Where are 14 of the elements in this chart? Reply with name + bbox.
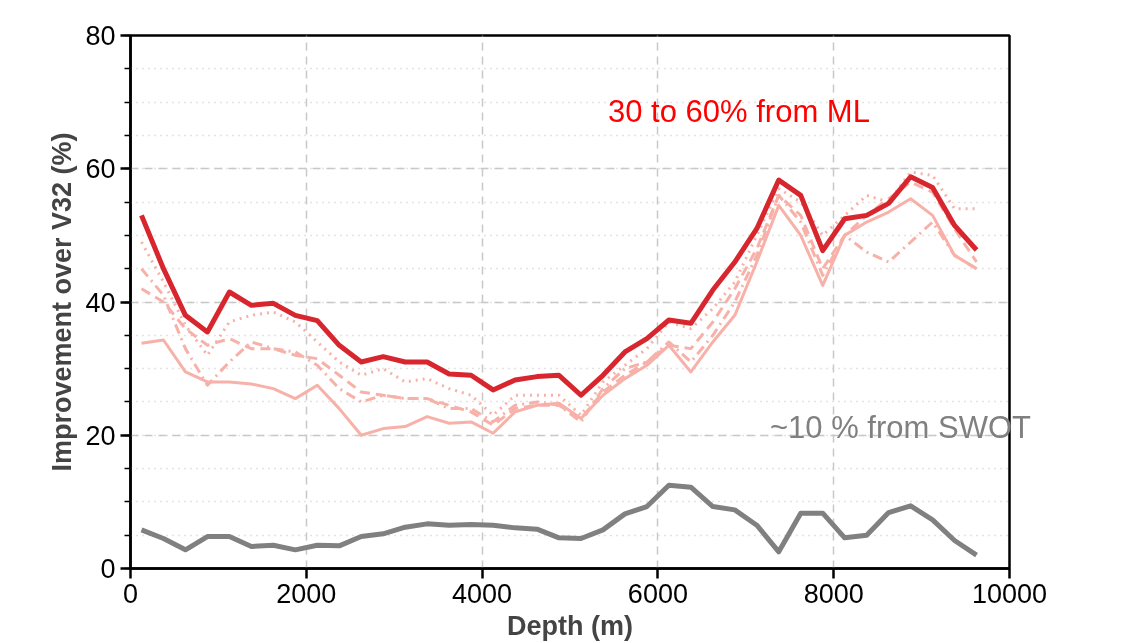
x-axis-title: Depth (m) xyxy=(507,610,633,641)
x-tick-label: 10000 xyxy=(971,578,1048,609)
x-tick-label: 8000 xyxy=(803,578,864,609)
y-tick-label: 80 xyxy=(85,21,116,51)
y-tick-label: 40 xyxy=(85,287,116,318)
x-tick-label: 0 xyxy=(122,578,139,609)
x-tick-label: 2000 xyxy=(276,578,337,609)
y-tick-label: 20 xyxy=(85,420,116,451)
x-tick-label: 6000 xyxy=(627,578,688,609)
y-tick-label: 0 xyxy=(100,554,116,584)
x-tick-label: 4000 xyxy=(452,578,513,609)
annotation: 30 to 60% from ML xyxy=(608,94,870,129)
y-axis-title: Improvement over V32 (%) xyxy=(47,132,78,472)
y-tick-label: 60 xyxy=(85,154,116,185)
